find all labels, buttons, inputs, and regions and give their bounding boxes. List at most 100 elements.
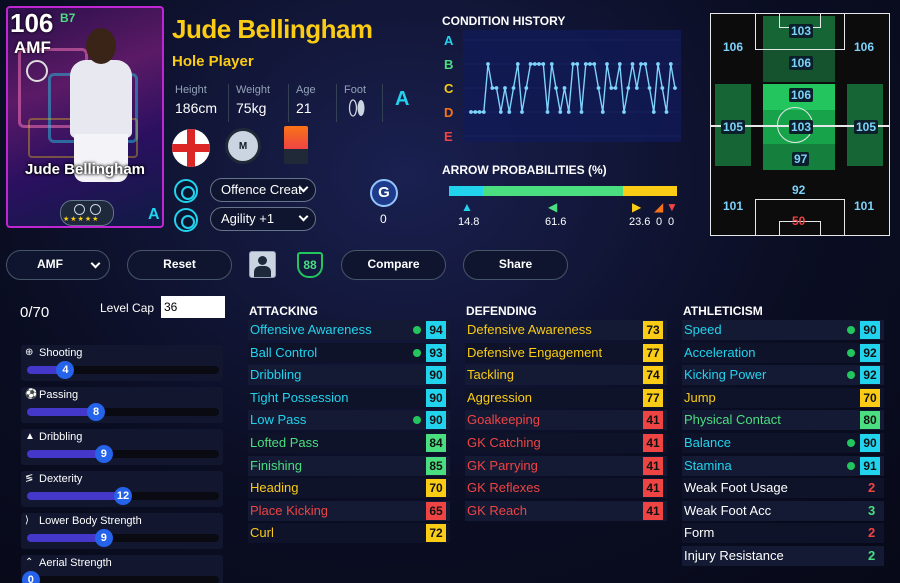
- stat-value: 92: [860, 366, 880, 385]
- stat-name: Balance: [684, 435, 731, 450]
- card-skill-badge: [60, 200, 114, 226]
- condition-point: [481, 110, 486, 114]
- slider-handle[interactable]: 8: [87, 403, 106, 421]
- stat-row: Curl 72: [248, 523, 450, 544]
- slider-handle[interactable]: 4: [56, 361, 75, 379]
- position-select[interactable]: AMF: [6, 250, 110, 280]
- share-button[interactable]: Share: [463, 250, 568, 280]
- stat-row: Finishing 85: [248, 455, 450, 476]
- g-booster-count: 0: [380, 212, 387, 226]
- arrow-down-icon: ▼: [666, 200, 678, 214]
- skill-icon[interactable]: [174, 208, 198, 232]
- stat-name: Form: [684, 525, 715, 541]
- arrow-up-right-icon: ◀: [548, 200, 558, 214]
- progression-slider[interactable]: ≶ Dexterity 12: [21, 471, 223, 507]
- stat-row: Kicking Power 92: [682, 365, 884, 386]
- stat-name: Goalkeeping: [467, 412, 540, 428]
- slider-handle[interactable]: 0: [21, 571, 40, 583]
- skill-icon[interactable]: [174, 179, 198, 203]
- condition-grade-label: E: [444, 129, 453, 144]
- progression-slider[interactable]: ⟩ Lower Body Strength 9: [21, 513, 223, 549]
- stat-row: Form 2: [682, 523, 884, 544]
- stat-row: Tight Possession 90: [248, 387, 450, 408]
- stat-row: Ball Control 93: [248, 342, 450, 363]
- progression-slider[interactable]: ⚽ Passing 8: [21, 387, 223, 423]
- compare-button[interactable]: Compare: [341, 250, 446, 280]
- stat-name: Aggression: [467, 389, 533, 405]
- stat-name: Finishing: [250, 457, 303, 473]
- athleticism-title: ATHLETICISM: [683, 304, 763, 318]
- rating-amf: 106: [789, 88, 814, 102]
- level-cap-input[interactable]: [161, 296, 225, 318]
- stat-value: 90: [860, 434, 880, 452]
- stat-row: Place Kicking 65: [248, 500, 450, 521]
- stat-row: Tackling 74: [465, 365, 667, 386]
- stat-row: Weak Foot Usage 2: [682, 478, 884, 499]
- stat-value: 2: [868, 480, 876, 496]
- progression-category-icon: ⌃: [25, 557, 34, 568]
- skill-select-2[interactable]: Agility +1: [210, 207, 316, 231]
- condition-point: [545, 110, 550, 114]
- stat-value: 84: [426, 434, 446, 452]
- stat-value: 92: [860, 343, 880, 362]
- progression-category-label: Aerial Strength: [39, 557, 112, 569]
- slider-handle[interactable]: 9: [94, 445, 113, 463]
- stat-row-bg: [248, 320, 450, 340]
- stat-name: GK Parrying: [467, 457, 538, 473]
- chevron-down-icon: [90, 258, 101, 269]
- weight-value: 75kg: [236, 100, 267, 116]
- rating-ss: 106: [789, 56, 814, 70]
- arrow-probability-segment: [623, 186, 677, 196]
- stat-row: Goalkeeping 41: [465, 410, 667, 431]
- progression-slider[interactable]: ▲ Dribbling 9: [21, 429, 223, 465]
- stat-name: Dribbling: [250, 367, 302, 383]
- condition-point: [651, 110, 656, 114]
- progression-category-icon: ▲: [25, 431, 35, 442]
- manager-avatar-button[interactable]: [249, 251, 276, 278]
- stat-row-bg: [465, 433, 667, 453]
- condition-point: [592, 62, 597, 66]
- badge-icon: [90, 204, 101, 215]
- skill-select-1[interactable]: Offence Creat: [210, 178, 316, 202]
- skill-select-2-value: Agility +1: [221, 211, 275, 226]
- stat-row: Aggression 77: [465, 387, 667, 408]
- arrow-probability-value: 14.8: [458, 216, 480, 228]
- stat-name: Offensive Awareness: [250, 322, 372, 337]
- stat-row: Jump 70: [682, 387, 884, 408]
- stat-row-bg: [682, 500, 884, 521]
- rating-rmf: 105: [854, 120, 879, 134]
- g-booster-icon[interactable]: G: [370, 179, 398, 207]
- level-shield-badge: 88: [297, 252, 323, 278]
- progression-slider[interactable]: ⌃ Aerial Strength 0: [21, 555, 223, 583]
- stat-name: GK Reflexes: [467, 480, 540, 496]
- height-label: Height: [175, 84, 207, 96]
- stat-name: Ball Control: [250, 344, 318, 360]
- chevron-down-icon: [298, 211, 309, 222]
- stat-name: Weak Foot Acc: [684, 502, 772, 518]
- reset-button[interactable]: Reset: [127, 250, 232, 280]
- card-grade: A: [148, 206, 160, 223]
- progression-slider[interactable]: ⊕ Shooting 4: [21, 345, 223, 381]
- condition-point: [596, 86, 601, 90]
- stat-value: 65: [426, 501, 446, 520]
- slider-handle[interactable]: 12: [114, 487, 132, 505]
- stat-value: 94: [426, 321, 446, 339]
- stat-value: 90: [426, 366, 446, 385]
- condition-history-chart: [463, 30, 681, 142]
- stat-name: Speed: [684, 322, 722, 337]
- progression-category-label: Lower Body Strength: [39, 515, 142, 527]
- stat-value: 80: [860, 411, 880, 430]
- boost-indicator-icon: [847, 326, 855, 334]
- weight-label: Weight: [236, 84, 271, 96]
- slider-fill: [27, 408, 97, 416]
- player-card[interactable]: 106 B7 AMF Jude Bellingham ★★★★★ A: [6, 6, 164, 228]
- stat-row: Defensive Engagement 77: [465, 342, 667, 363]
- condition-point: [600, 110, 605, 114]
- condition-point: [511, 86, 516, 90]
- stat-name: Tackling: [467, 367, 514, 383]
- stat-row: Speed 90: [682, 320, 884, 340]
- rating-rwf: 106: [854, 40, 875, 54]
- slider-handle[interactable]: 9: [94, 529, 113, 547]
- condition-point: [528, 62, 533, 66]
- stat-row-bg: [248, 500, 450, 521]
